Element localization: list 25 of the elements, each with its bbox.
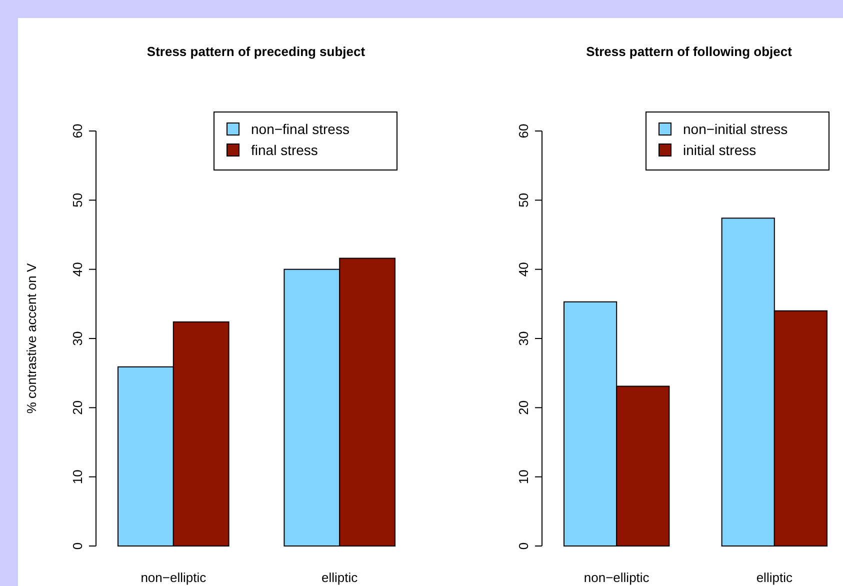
legend-label: final stress [251,142,318,158]
y-tick-label: 50 [70,192,85,208]
y-tick-label: 30 [516,331,531,346]
y-tick-label: 20 [70,400,85,415]
x-tick-label: elliptic [322,570,358,585]
y-tick-label: 60 [70,124,85,138]
y-tick-label: 40 [516,262,531,277]
x-tick-label: non−elliptic [140,570,207,585]
legend-label: initial stress [683,142,756,158]
y-tick-label: 50 [516,192,531,208]
chart-title: Stress pattern of preceding subject [146,44,366,59]
legend-label: non−initial stress [683,121,788,137]
y-tick-label: 10 [516,470,531,484]
y-tick-label: 0 [516,542,531,550]
x-tick-label: elliptic [756,570,793,585]
chart-title: Stress pattern of following object [586,44,793,59]
y-tick-label: 60 [516,124,531,138]
y-axis-title: % contrastive accent on V [24,263,39,414]
x-tick-label: non−elliptic [584,570,650,585]
y-tick-label: 0 [70,542,85,550]
legend-label: non−final stress [251,121,350,137]
y-tick-label: 30 [70,331,85,346]
y-tick-label: 10 [70,470,85,484]
y-tick-label: 40 [70,262,85,277]
y-tick-label: 20 [516,400,531,415]
